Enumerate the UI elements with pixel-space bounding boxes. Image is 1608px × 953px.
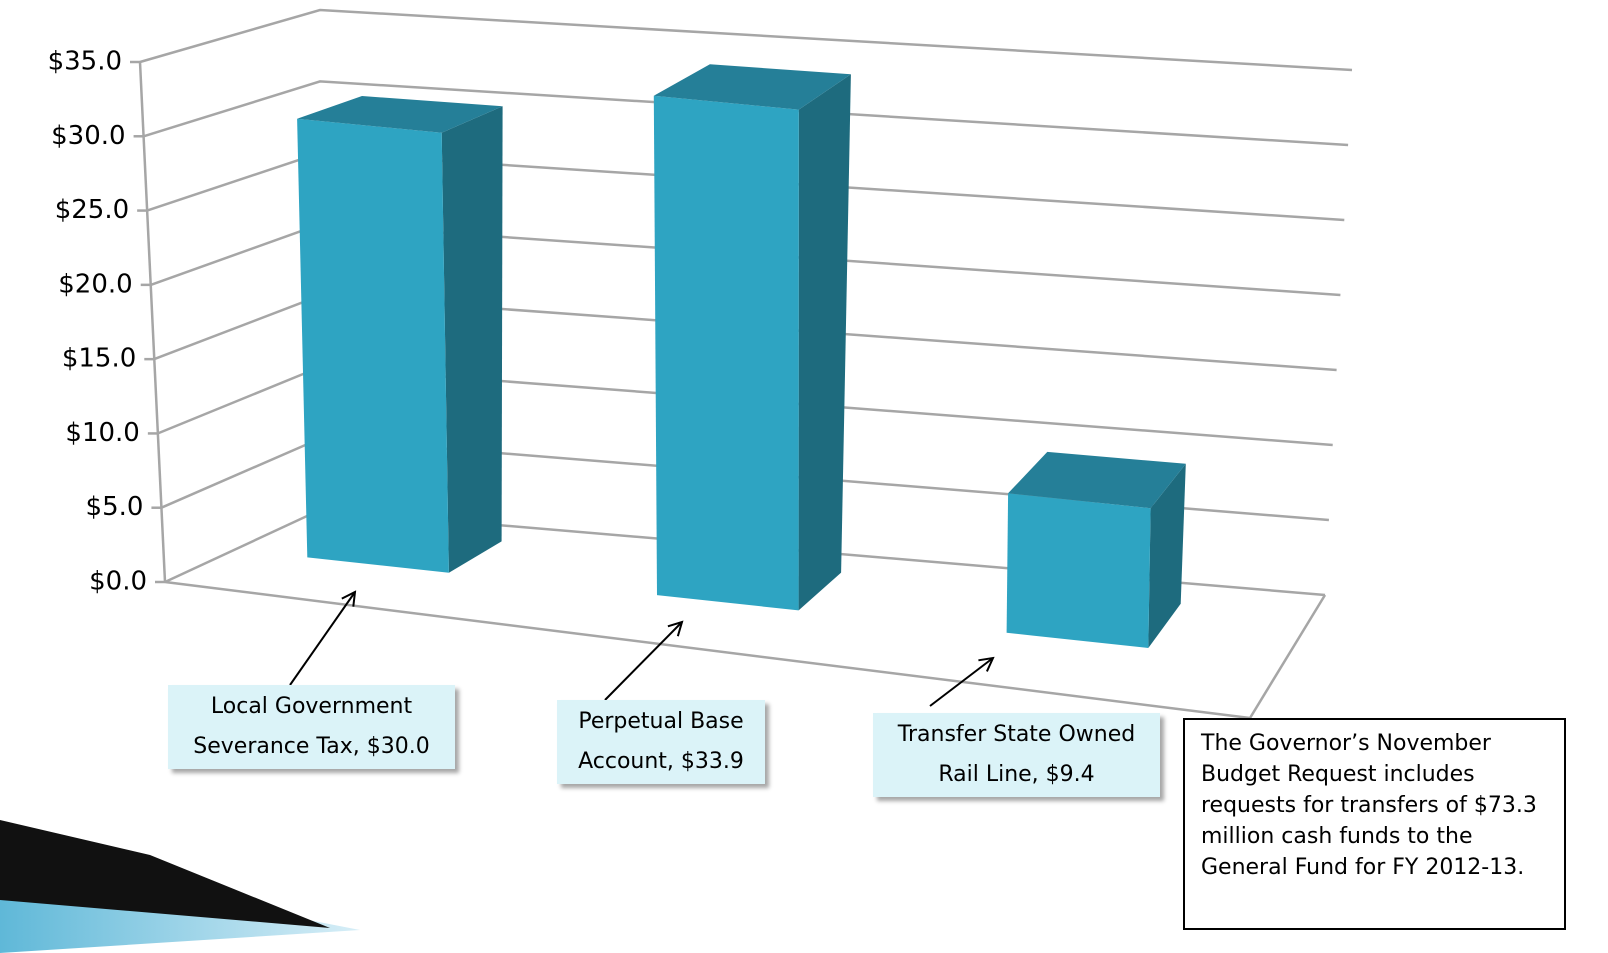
plot-area: $0.0 $5.0 $10.0 $15.0 $20.0 $25.0 $30.0 $35.0 [48, 8, 1353, 720]
y-tick-label: $20.0 [58, 269, 132, 299]
y-tick-label: $35.0 [48, 47, 122, 77]
bar [297, 118, 449, 573]
arrow [604, 622, 682, 701]
arrow [929, 658, 993, 707]
bar-side [1148, 463, 1186, 648]
grid-line [143, 80, 1349, 147]
bar-top [653, 64, 851, 110]
decoration [0, 820, 360, 953]
callout: Perpetual Base Account, $33.9 [557, 700, 765, 784]
y-tick-label: $5.0 [86, 492, 144, 522]
bar-side [441, 106, 503, 573]
y-tick-label: $30.0 [51, 121, 125, 151]
swoosh-band [0, 820, 330, 928]
bar [653, 95, 799, 611]
callout: Transfer State Owned Rail Line, $9.4 [873, 713, 1160, 797]
arrows [289, 592, 993, 707]
callout: Local Government Severance Tax, $30.0 [168, 685, 455, 769]
y-axis [138, 61, 167, 583]
arrow [289, 592, 355, 686]
bar-top [297, 96, 503, 133]
bar [1006, 493, 1151, 648]
annotation: The Governor’s November Budget Request i… [1183, 718, 1566, 930]
y-tick-label: $0.0 [89, 567, 147, 597]
y-tick-label: $10.0 [65, 418, 139, 448]
y-tick-label: $15.0 [62, 344, 136, 374]
bar-side [798, 74, 851, 611]
bar-top [1008, 451, 1186, 509]
grid-line [139, 8, 1353, 72]
y-tick-label: $25.0 [55, 195, 129, 225]
